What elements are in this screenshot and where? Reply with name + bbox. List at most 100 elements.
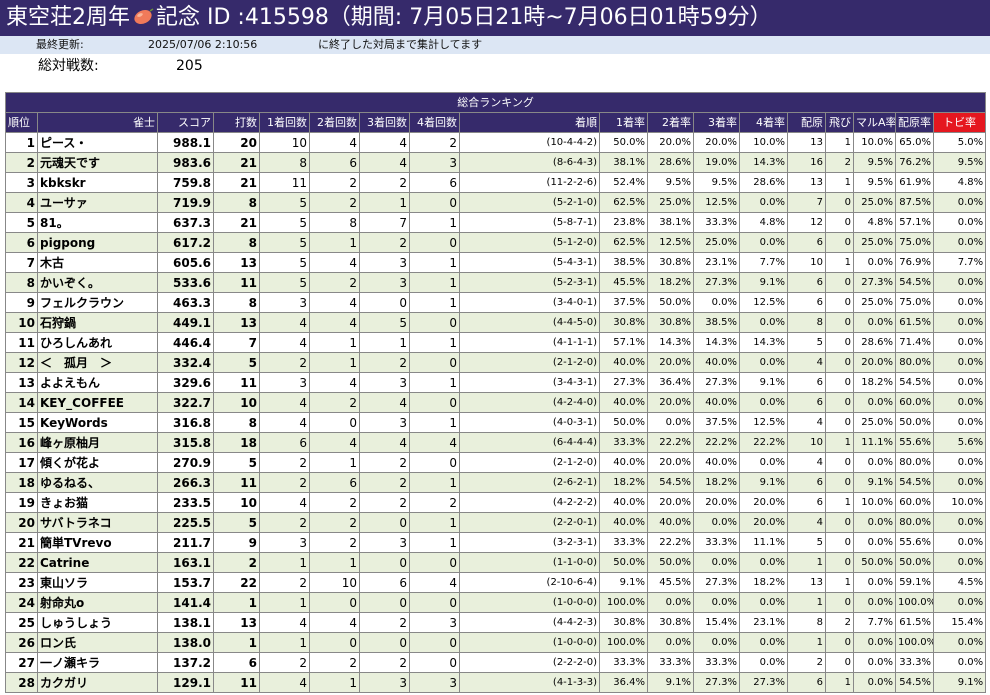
cell-rank: 1 <box>5 132 38 153</box>
cell-fourth: 4 <box>409 432 460 453</box>
cell-second: 2 <box>309 492 360 513</box>
cell-score: 759.8 <box>157 172 214 193</box>
cell-score: 983.6 <box>157 152 214 173</box>
cell-third: 1 <box>359 332 410 353</box>
cell-fourth: 0 <box>409 552 460 573</box>
cell-tobi: 0 <box>825 452 854 473</box>
cell-fourth-rate: 12.5% <box>739 412 788 433</box>
cell-placements: (5-2-1-0) <box>459 192 600 213</box>
cell-second-rate: 20.0% <box>647 132 694 153</box>
cell-third-rate: 27.3% <box>693 272 740 293</box>
cell-tobi: 1 <box>825 432 854 453</box>
cell-tobi: 0 <box>825 312 854 333</box>
cell-second-rate: 22.2% <box>647 532 694 553</box>
cell-tobi-rate: 0.0% <box>932 592 987 613</box>
header-player: 雀士 <box>37 112 158 133</box>
cell-tobi-rate: 0.0% <box>932 212 987 233</box>
cell-first: 3 <box>259 532 310 553</box>
cell-second: 2 <box>309 392 360 413</box>
cell-maru-a-rate: 4.8% <box>853 212 896 233</box>
cell-fourth-rate: 0.0% <box>739 652 788 673</box>
header-first-rate: 1着率 <box>599 112 648 133</box>
cell-haigen: 5 <box>787 532 826 553</box>
table-row: 6 pigpong 617.2 8 5 1 2 0 (5-1-2-0) 62.5% 12.5% 25.… <box>5 232 987 253</box>
cell-haigen-rate: 75.0% <box>895 232 934 253</box>
cell-score: 225.5 <box>157 512 214 533</box>
cell-second: 2 <box>309 192 360 213</box>
cell-fourth-rate: 28.6% <box>739 172 788 193</box>
cell-tobi: 1 <box>825 132 854 153</box>
cell-rank: 9 <box>5 292 38 313</box>
cell-fourth-rate: 11.1% <box>739 532 788 553</box>
cell-first: 4 <box>259 392 310 413</box>
cell-third: 3 <box>359 672 410 693</box>
table-row: 12 ＜ 孤月 ＞ 332.4 5 2 1 2 0 (2-1-2-0) 40.0% 20.0% 40.… <box>5 352 987 373</box>
cell-placements: (4-1-1-1) <box>459 332 600 353</box>
cell-first: 4 <box>259 672 310 693</box>
cell-third-rate: 0.0% <box>693 632 740 653</box>
cell-first-rate: 30.8% <box>599 612 648 633</box>
cell-tobi-rate: 4.8% <box>932 172 987 193</box>
cell-tobi-rate: 9.5% <box>932 152 987 173</box>
last-updated-label: 最終更新: <box>36 38 84 51</box>
cell-third-rate: 20.0% <box>693 492 740 513</box>
cell-score: 329.6 <box>157 372 214 393</box>
cell-maru-a-rate: 0.0% <box>853 572 896 593</box>
cell-first-rate: 40.0% <box>599 512 648 533</box>
cell-first-rate: 40.0% <box>599 492 648 513</box>
cell-tobi-rate: 0.0% <box>932 412 987 433</box>
cell-maru-a-rate: 0.0% <box>853 452 896 473</box>
cell-placements: (4-4-5-0) <box>459 312 600 333</box>
cell-first-rate: 50.0% <box>599 552 648 573</box>
cell-second-rate: 20.0% <box>647 392 694 413</box>
cell-second: 1 <box>309 352 360 373</box>
cell-maru-a-rate: 20.0% <box>853 352 896 373</box>
cell-rank: 4 <box>5 192 38 213</box>
cell-haigen: 6 <box>787 232 826 253</box>
cell-fourth: 0 <box>409 312 460 333</box>
cell-third: 4 <box>359 132 410 153</box>
cell-fourth-rate: 18.2% <box>739 572 788 593</box>
cell-second-rate: 20.0% <box>647 352 694 373</box>
cell-haigen-rate: 59.1% <box>895 572 934 593</box>
last-updated-value: 2025/07/06 2:10:56 <box>148 38 258 51</box>
cell-fourth: 1 <box>409 372 460 393</box>
header-fourth-rate: 4着率 <box>739 112 788 133</box>
cell-rank: 5 <box>5 212 38 233</box>
cell-placements: (3-4-3-1) <box>459 372 600 393</box>
cell-placements: (5-4-3-1) <box>459 252 600 273</box>
cell-third: 2 <box>359 492 410 513</box>
cell-placements: (2-2-0-1) <box>459 512 600 533</box>
cell-placements: (6-4-4-4) <box>459 432 600 453</box>
cell-first-rate: 40.0% <box>599 452 648 473</box>
cell-tobi-rate: 0.0% <box>932 532 987 553</box>
cell-third: 5 <box>359 312 410 333</box>
cell-haigen-rate: 71.4% <box>895 332 934 353</box>
header-tobi: 飛び <box>825 112 854 133</box>
cell-player: 石狩鍋 <box>37 312 158 333</box>
cell-maru-a-rate: 25.0% <box>853 292 896 313</box>
cell-haigen: 6 <box>787 292 826 313</box>
table-row: 21 簡単TVrevo 211.7 9 3 2 3 1 (3-2-3-1) 33.3% 22.2% 3… <box>5 532 987 553</box>
cell-third: 3 <box>359 372 410 393</box>
cell-first: 1 <box>259 632 310 653</box>
cell-first: 6 <box>259 432 310 453</box>
table-row: 8 かいぞく。 533.6 11 5 2 3 1 (5-2-3-1) 45.5% 18.2% 27.3… <box>5 272 987 293</box>
cell-first: 5 <box>259 232 310 253</box>
cell-placements: (4-4-2-3) <box>459 612 600 633</box>
cell-tobi-rate: 0.0% <box>932 452 987 473</box>
cell-second-rate: 12.5% <box>647 232 694 253</box>
cell-rank: 18 <box>5 472 38 493</box>
cell-first-rate: 100.0% <box>599 592 648 613</box>
cell-placements: (8-6-4-3) <box>459 152 600 173</box>
cell-haigen: 1 <box>787 592 826 613</box>
cell-third: 0 <box>359 592 410 613</box>
cell-tobi: 0 <box>825 512 854 533</box>
cell-third-rate: 14.3% <box>693 332 740 353</box>
cell-score: 138.0 <box>157 632 214 653</box>
cell-player: しゅうしょう <box>37 612 158 633</box>
cell-games: 8 <box>213 192 260 213</box>
cell-first-rate: 38.1% <box>599 152 648 173</box>
cell-third: 3 <box>359 412 410 433</box>
cell-rank: 8 <box>5 272 38 293</box>
